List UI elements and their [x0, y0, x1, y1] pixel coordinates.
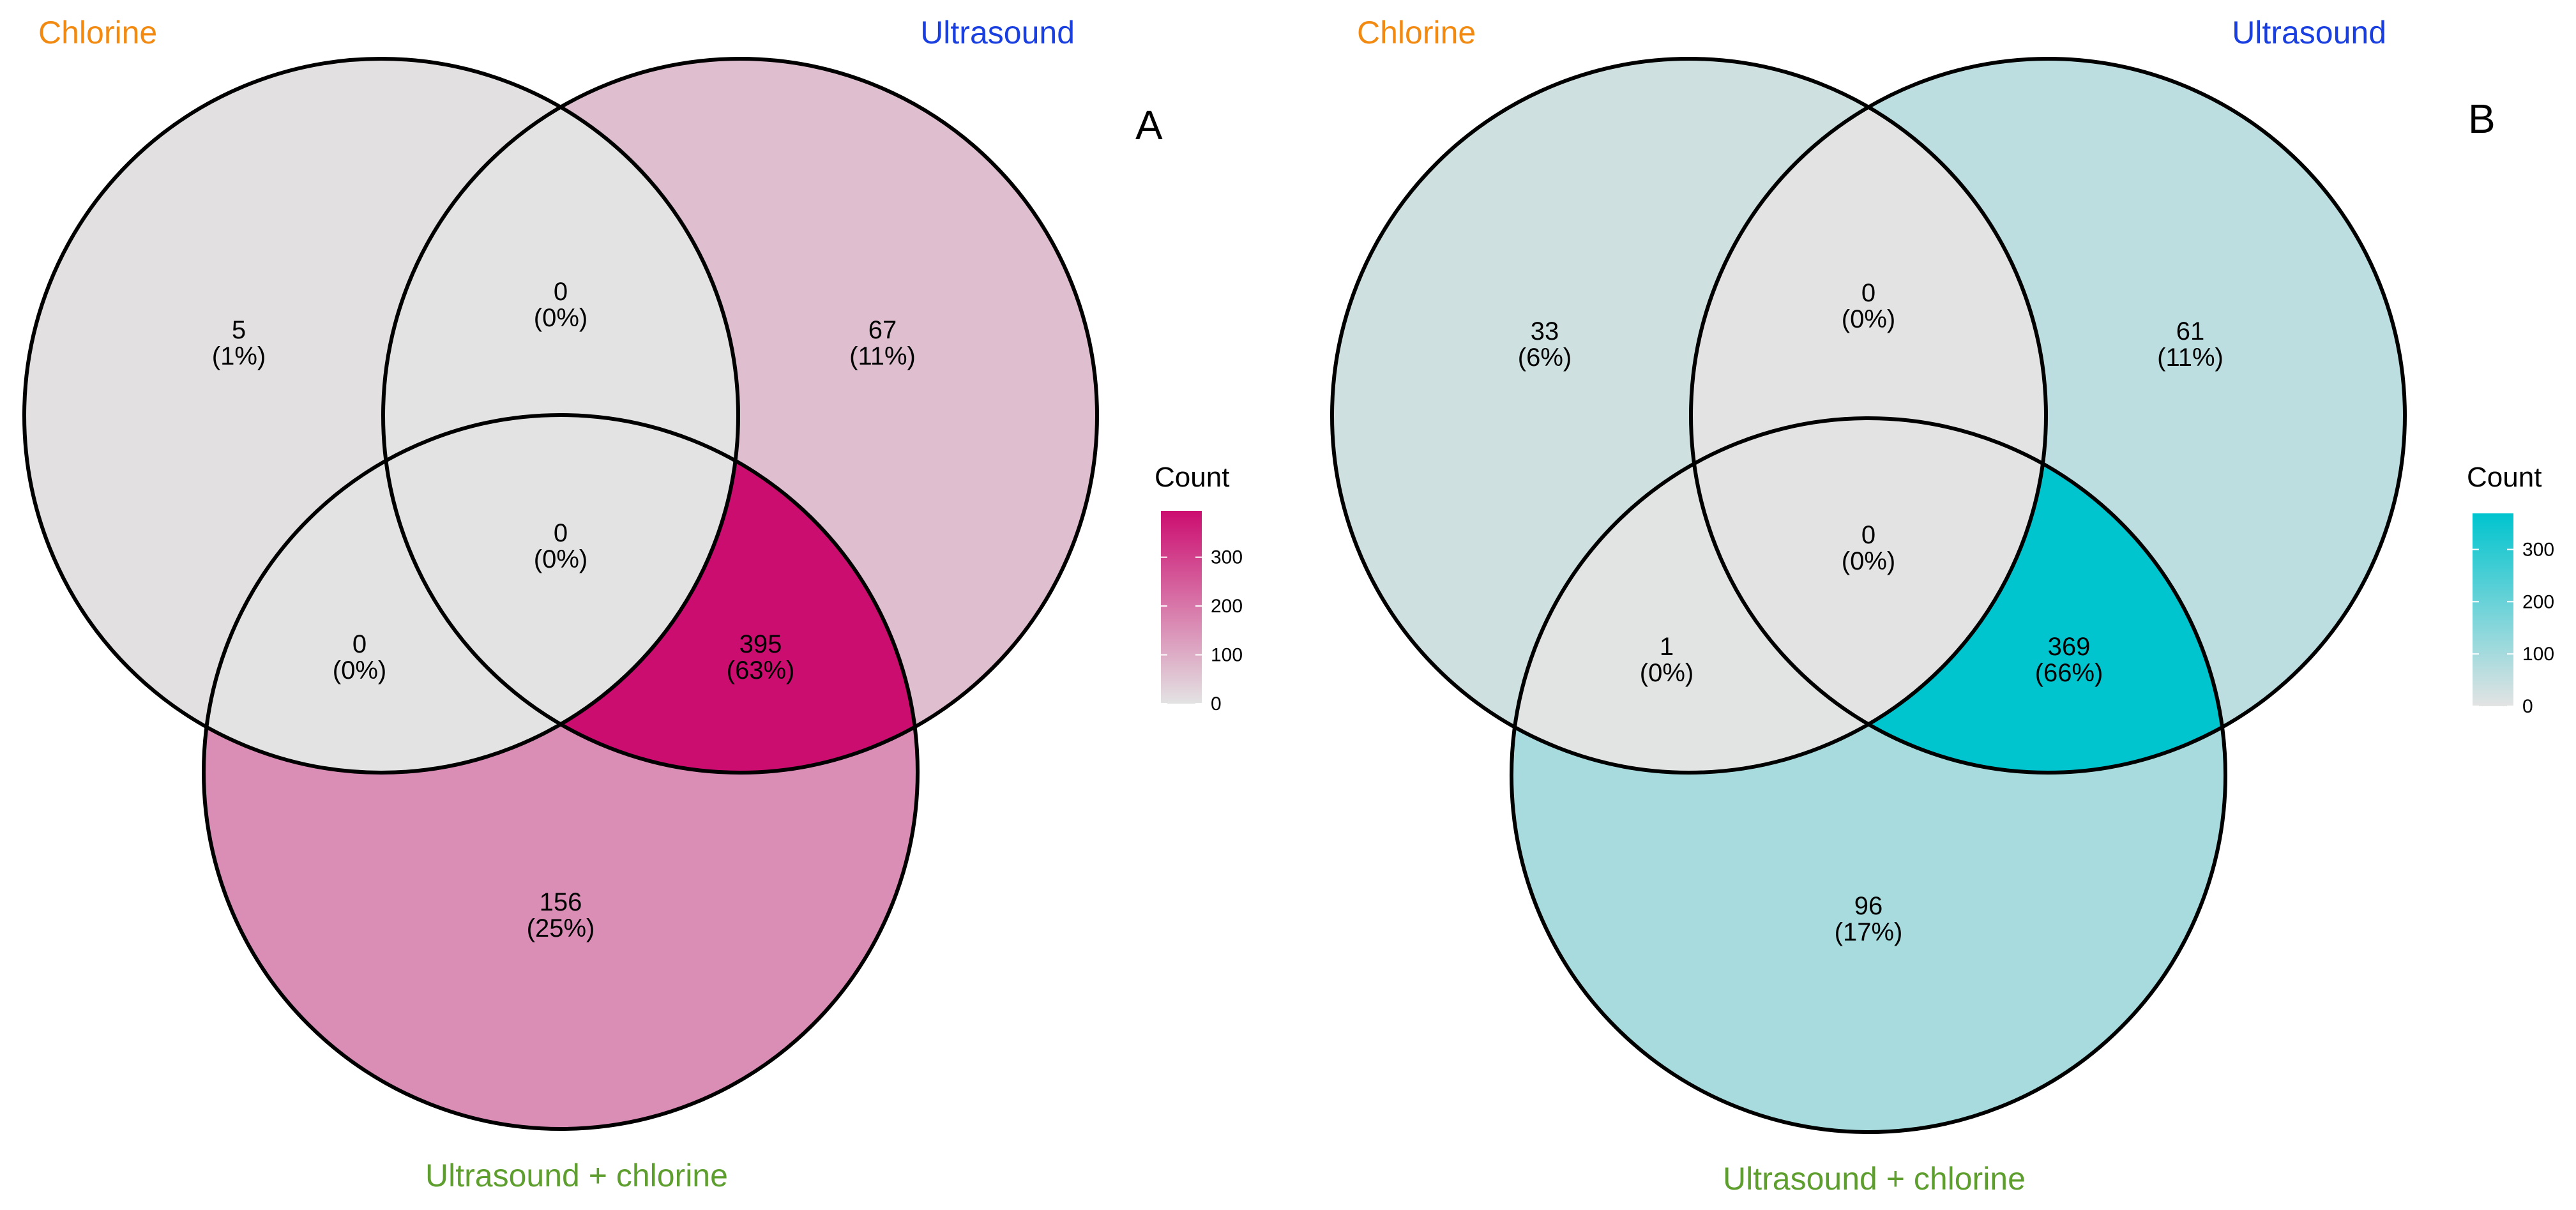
count-value: 156 — [540, 888, 582, 916]
count-value: 0 — [1861, 521, 1875, 549]
legend-tick-label: 300 — [1211, 547, 1243, 568]
count-value: 33 — [1531, 317, 1559, 345]
count-value: 96 — [1854, 892, 1883, 920]
count-percent: (0%) — [1640, 659, 1693, 687]
legend-tick-label: 0 — [1211, 693, 1222, 715]
count-value: 0 — [554, 519, 568, 547]
count-value: 395 — [739, 630, 782, 658]
count-legend-b: Count 300 200 100 0 — [2467, 462, 2554, 717]
count-percent: (11%) — [2157, 344, 2224, 372]
region-label-chlorine-ultrasound: 0 (0%) — [1842, 279, 1895, 333]
count-percent: (0%) — [1842, 305, 1895, 333]
count-percent: (66%) — [2035, 659, 2103, 687]
region-label-combined-only: 156 (25%) — [527, 888, 595, 942]
panel-letter-b: B — [2468, 96, 2496, 142]
legend-color-bar — [2473, 513, 2513, 706]
region-label-ultrasound-combined: 369 (66%) — [2035, 633, 2103, 687]
count-percent: (0%) — [534, 545, 587, 573]
count-percent: (17%) — [1835, 918, 1903, 946]
legend-ticks: 300 200 100 0 — [2473, 539, 2554, 717]
region-label-chlorine-only: 33 (6%) — [1518, 317, 1572, 372]
venn-panel-b: Chlorine Ultrasound Ultrasound + chlorin… — [1332, 15, 2554, 1197]
legend-tick-label: 100 — [2522, 644, 2554, 665]
count-percent: (0%) — [534, 304, 587, 332]
count-percent: (63%) — [727, 656, 795, 684]
region-label-ultrasound-only: 67 (11%) — [849, 316, 916, 370]
region-label-chlorine-combined: 0 (0%) — [333, 630, 386, 684]
region-label-chlorine-ultrasound: 0 (0%) — [534, 278, 587, 332]
panel-letter-a: A — [1135, 102, 1163, 148]
count-percent: (0%) — [333, 656, 386, 684]
set-label-ultrasound: Ultrasound — [2232, 15, 2386, 50]
region-label-combined-only: 96 (17%) — [1835, 892, 1903, 946]
region-label-ultrasound-combined: 395 (63%) — [727, 630, 795, 684]
count-value: 5 — [232, 316, 246, 344]
legend-tick-label: 200 — [1211, 596, 1243, 617]
region-label-chlorine-only: 5 (1%) — [212, 316, 266, 370]
legend-title: Count — [1155, 462, 1229, 493]
legend-ticks: 300 200 100 0 — [1161, 547, 1243, 715]
region-label-all-three: 0 (0%) — [534, 519, 587, 573]
set-label-ultrasound-chlorine: Ultrasound + chlorine — [425, 1158, 728, 1193]
count-percent: (6%) — [1518, 344, 1572, 372]
legend-tick-label: 200 — [2522, 591, 2554, 612]
legend-tick-label: 0 — [2522, 696, 2533, 717]
venn-panel-a: Chlorine Ultrasound Ultrasound + chlorin… — [24, 15, 1243, 1193]
count-value: 369 — [2048, 633, 2091, 661]
count-value: 67 — [868, 316, 897, 344]
region-label-chlorine-combined: 1 (0%) — [1640, 633, 1693, 687]
count-percent: (11%) — [849, 342, 916, 370]
legend-title: Count — [2467, 462, 2542, 493]
set-label-ultrasound: Ultrasound — [920, 15, 1075, 50]
count-percent: (1%) — [212, 342, 266, 370]
count-value: 0 — [352, 630, 367, 658]
set-label-chlorine: Chlorine — [1357, 15, 1476, 50]
count-value: 61 — [2176, 317, 2205, 345]
region-label-ultrasound-only: 61 (11%) — [2157, 317, 2224, 372]
count-percent: (0%) — [1842, 547, 1895, 575]
legend-tick-label: 100 — [1211, 645, 1243, 666]
set-label-ultrasound-chlorine: Ultrasound + chlorine — [1723, 1161, 2026, 1197]
region-label-all-three: 0 (0%) — [1842, 521, 1895, 575]
count-percent: (25%) — [527, 914, 595, 942]
count-value: 0 — [554, 278, 568, 306]
count-value: 0 — [1861, 279, 1875, 307]
count-value: 1 — [1660, 633, 1674, 661]
legend-tick-label: 300 — [2522, 539, 2554, 560]
legend-color-bar — [1161, 511, 1202, 704]
count-legend-a: Count 300 200 100 0 — [1155, 462, 1243, 715]
set-label-chlorine: Chlorine — [38, 15, 157, 50]
